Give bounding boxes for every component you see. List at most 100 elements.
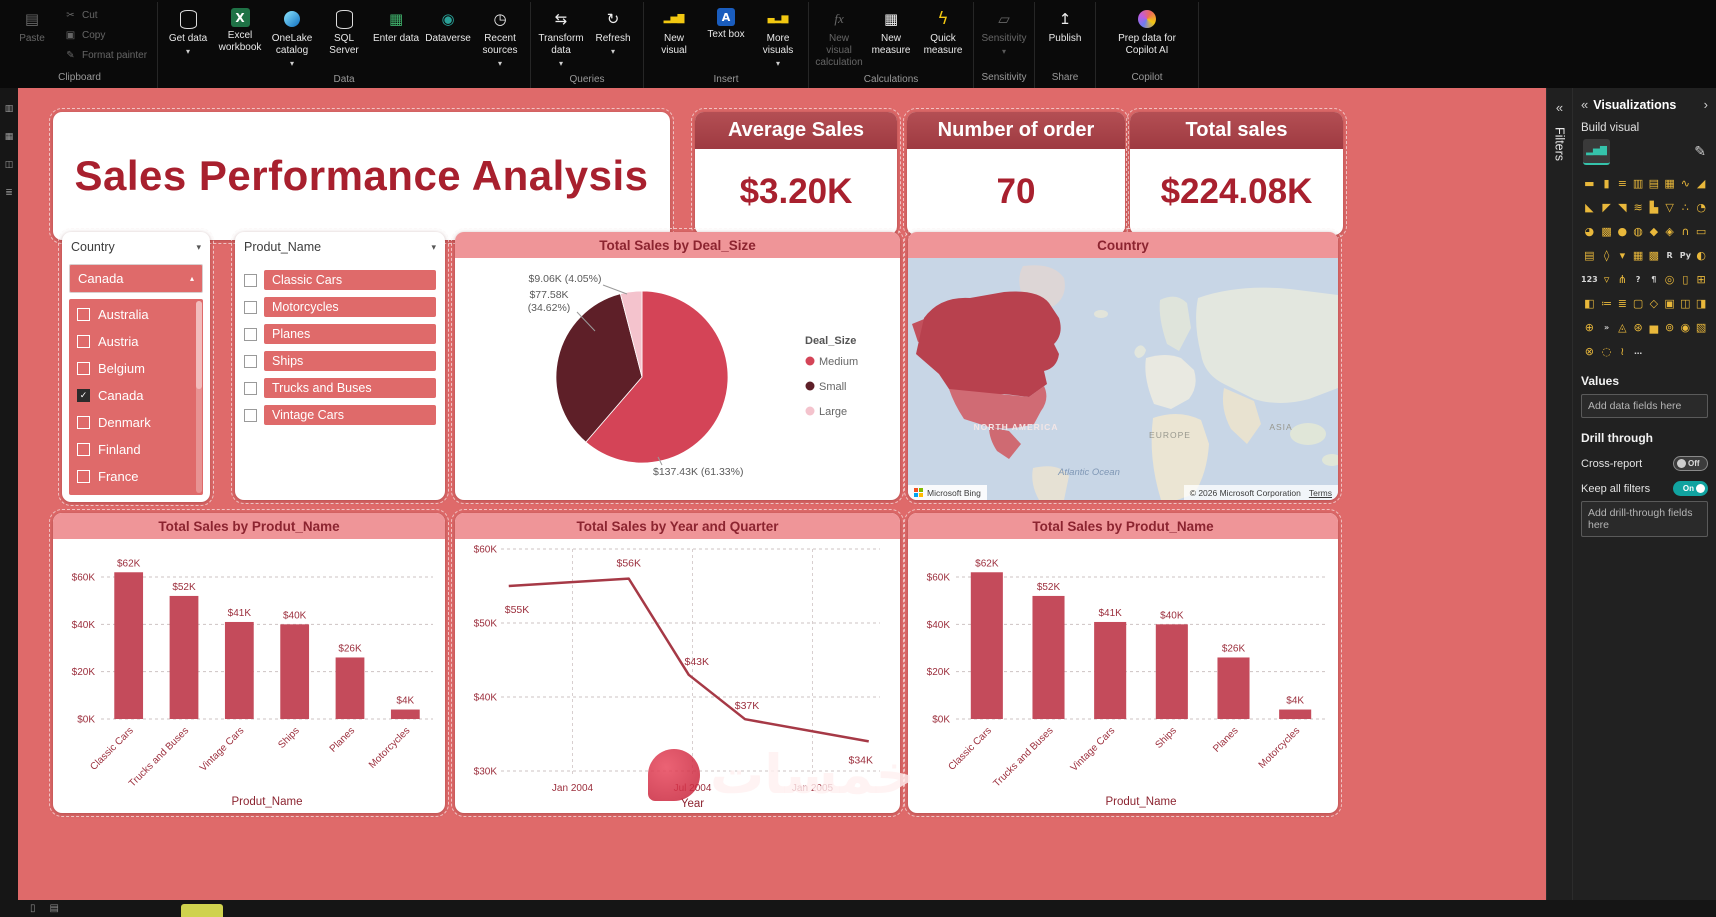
paginated-report-visual-icon[interactable]: ▯ [1682, 272, 1689, 286]
excel-workbook-button[interactable]: X Excel workbook [215, 4, 265, 64]
bar-chart-left-card[interactable]: Total Sales by Produt_Name $0K $20K $40K $6… [49, 509, 449, 817]
metrics-visual-icon[interactable]: ◎ [1664, 272, 1675, 286]
line-stacked-column-visual-icon[interactable]: ◤ [1602, 200, 1611, 214]
bar-trucks-and-buses[interactable] [169, 595, 199, 719]
clustered-bar-visual-icon[interactable]: ≡ [1617, 176, 1627, 190]
pie-slice-medium[interactable] [585, 290, 729, 464]
bar-chart-right[interactable]: $0K $20K $40K $60K $62K Classic Cars $52K Truck… [908, 539, 1338, 813]
country-option-austria[interactable]: Austria [69, 328, 203, 355]
treemap-visual-icon[interactable]: ▩ [1601, 224, 1612, 238]
pie-slice-large[interactable] [619, 290, 643, 378]
data-view-icon[interactable]: ▦ [4, 132, 14, 142]
product-option-trucks-and-buses[interactable]: Trucks and Buses [244, 378, 436, 398]
pie-slice-small[interactable] [555, 293, 643, 443]
bar-motorcycles[interactable] [390, 709, 420, 719]
python-visual-icon[interactable]: Py [1679, 250, 1691, 260]
power-automate-visual-icon[interactable]: » [1603, 322, 1610, 332]
new-visual-button[interactable]: ▂▅▇ New visual [649, 4, 699, 64]
bar-chart-left[interactable]: $0K $20K $40K $60K $62K Classic Cars $52K Truck… [53, 539, 445, 813]
slicer-visual-icon[interactable]: ▾ [1619, 248, 1626, 262]
bar-ships[interactable] [1155, 624, 1188, 719]
line-clustered-column-visual-icon[interactable]: ◥ [1618, 200, 1627, 214]
filled-map-visual-icon[interactable]: ◍ [1633, 224, 1643, 238]
shape-map-visual-icon[interactable]: ◆ [1649, 224, 1659, 238]
sunburst-visual-icon[interactable]: ◉ [1680, 320, 1691, 334]
smart-narrative-visual-icon[interactable]: ¶ [1651, 274, 1657, 284]
checkbox-icon[interactable] [77, 416, 90, 429]
stacked-bar-visual-icon[interactable]: ▬ [1584, 176, 1595, 190]
format-visual-tab-icon[interactable]: ✎ [1694, 144, 1706, 160]
bar-classic-cars[interactable] [970, 572, 1003, 719]
slicer-new-visual-icon[interactable]: ▿ [1603, 272, 1610, 286]
drill-through-field-well[interactable]: Add drill-through fields here [1581, 501, 1708, 537]
bar-planes[interactable] [335, 657, 365, 719]
custom-visual-visual-icon[interactable]: ◬ [1618, 320, 1627, 334]
checkbox-icon[interactable] [77, 470, 90, 483]
country-option-finland[interactable]: Finland [69, 436, 203, 463]
publish-button[interactable]: ↥ Publish [1040, 4, 1090, 64]
line-chart-card[interactable]: Total Sales by Year and Quarter $30K $40K… [451, 509, 904, 817]
waterfall-visual-icon[interactable]: ▙ [1649, 200, 1659, 214]
sql-server-button[interactable]: SQL Server [319, 4, 369, 64]
correlation-visual-icon[interactable]: ⊗ [1584, 344, 1594, 358]
onelake-catalog-button[interactable]: OneLake catalog ▾ [267, 4, 317, 70]
country-option-australia[interactable]: Australia [69, 301, 203, 328]
more-visuals-button[interactable]: ▄▂▆ More visuals ▾ [753, 4, 803, 70]
cross-report-toggle[interactable]: Off [1673, 456, 1708, 471]
card-new-visual-icon[interactable]: 123 [1581, 274, 1598, 284]
bar-vintage-cars[interactable] [1094, 621, 1127, 719]
more-options-visual-icon[interactable]: … [1634, 346, 1643, 356]
dual-kpi-visual-icon[interactable]: ◨ [1695, 296, 1707, 310]
checkbox-icon[interactable] [244, 381, 257, 395]
text-box-button[interactable]: A Text box [701, 4, 751, 64]
scrollbar[interactable] [196, 301, 202, 493]
bar-vintage-cars[interactable] [224, 621, 254, 719]
azure-map-visual-icon[interactable]: ◈ [1665, 224, 1674, 238]
pie-visual-icon[interactable]: ◔ [1696, 200, 1706, 214]
word-cloud-visual-icon[interactable]: ◌ [1601, 344, 1612, 358]
qa-visual-icon[interactable]: ? [1635, 274, 1641, 284]
checkbox-icon[interactable] [77, 335, 90, 348]
dataverse-button[interactable]: ◉ Dataverse [423, 4, 473, 64]
chevron-down-icon[interactable]: ▾ [431, 241, 436, 252]
keep-all-filters-toggle[interactable]: On [1673, 481, 1708, 496]
pie-chart-card[interactable]: Total Sales by Deal_Size $137.43K (61.33… [451, 228, 904, 504]
map-terms-link[interactable]: Terms [1308, 487, 1332, 498]
timeline-visual-icon[interactable]: ≀ [1620, 344, 1625, 358]
matrix-visual-icon[interactable]: ▩ [1648, 248, 1660, 262]
canada-shape-highlighted[interactable] [916, 291, 1061, 397]
enter-data-button[interactable]: ▦ Enter data [371, 4, 421, 64]
chevron-down-icon[interactable]: ▾ [196, 241, 201, 252]
build-visual-tab-selected[interactable]: ▂▅▇ [1583, 139, 1610, 165]
product-option-motorcycles[interactable]: Motorcycles [244, 297, 436, 317]
stacked-bar-100-visual-icon[interactable]: ▤ [1648, 176, 1660, 190]
map-visual-icon[interactable]: ● [1617, 224, 1628, 238]
product-option-classic-cars[interactable]: Classic Cars [244, 270, 436, 290]
checkbox-icon[interactable] [77, 308, 90, 321]
filters-pane-collapsed[interactable]: « Filters [1546, 88, 1572, 900]
shape-visual-icon[interactable]: ◇ [1649, 296, 1659, 310]
checkbox-icon[interactable] [244, 408, 257, 422]
checkbox-icon[interactable]: ✓ [77, 389, 90, 402]
image-visual-icon[interactable]: ▣ [1664, 296, 1675, 310]
expand-filters-icon[interactable]: « [1555, 100, 1564, 115]
button-visual-icon[interactable]: ▢ [1632, 296, 1644, 310]
world-map[interactable]: NORTH AMERICA EUROPE ASIA Atlantic Ocean [908, 258, 1338, 500]
scrollbar-thumb[interactable] [196, 301, 202, 390]
table-visual-icon[interactable]: ▦ [1632, 248, 1644, 262]
get-data-button[interactable]: Get data ▾ [163, 4, 213, 64]
product-option-vintage-cars[interactable]: Vintage Cars [244, 405, 436, 425]
prep-data-for-copilot-ai-button[interactable]: Prep data for Copilot AI [1101, 4, 1193, 64]
bullet-visual-icon[interactable]: ◫ [1680, 296, 1691, 310]
bar-planes[interactable] [1217, 657, 1250, 719]
stacked-column-100-visual-icon[interactable]: ▦ [1664, 176, 1675, 190]
report-canvas[interactable]: Sales Performance Analysis Average Sales… [18, 88, 1546, 900]
dataflow-view-icon[interactable]: ≣ [5, 188, 13, 198]
scatter-visual-icon[interactable]: ∴ [1681, 200, 1689, 214]
product-option-planes[interactable]: Planes [244, 324, 436, 344]
gantt-visual-icon[interactable]: ≔ [1601, 296, 1613, 310]
kpi-card-number-of-orders[interactable]: Number of order 70 [903, 108, 1129, 239]
stacked-column-visual-icon[interactable]: ▮ [1603, 176, 1610, 190]
bar-trucks-and-buses[interactable] [1032, 595, 1065, 719]
kpi-card-total-sales[interactable]: Total sales $224.08K [1126, 108, 1347, 239]
